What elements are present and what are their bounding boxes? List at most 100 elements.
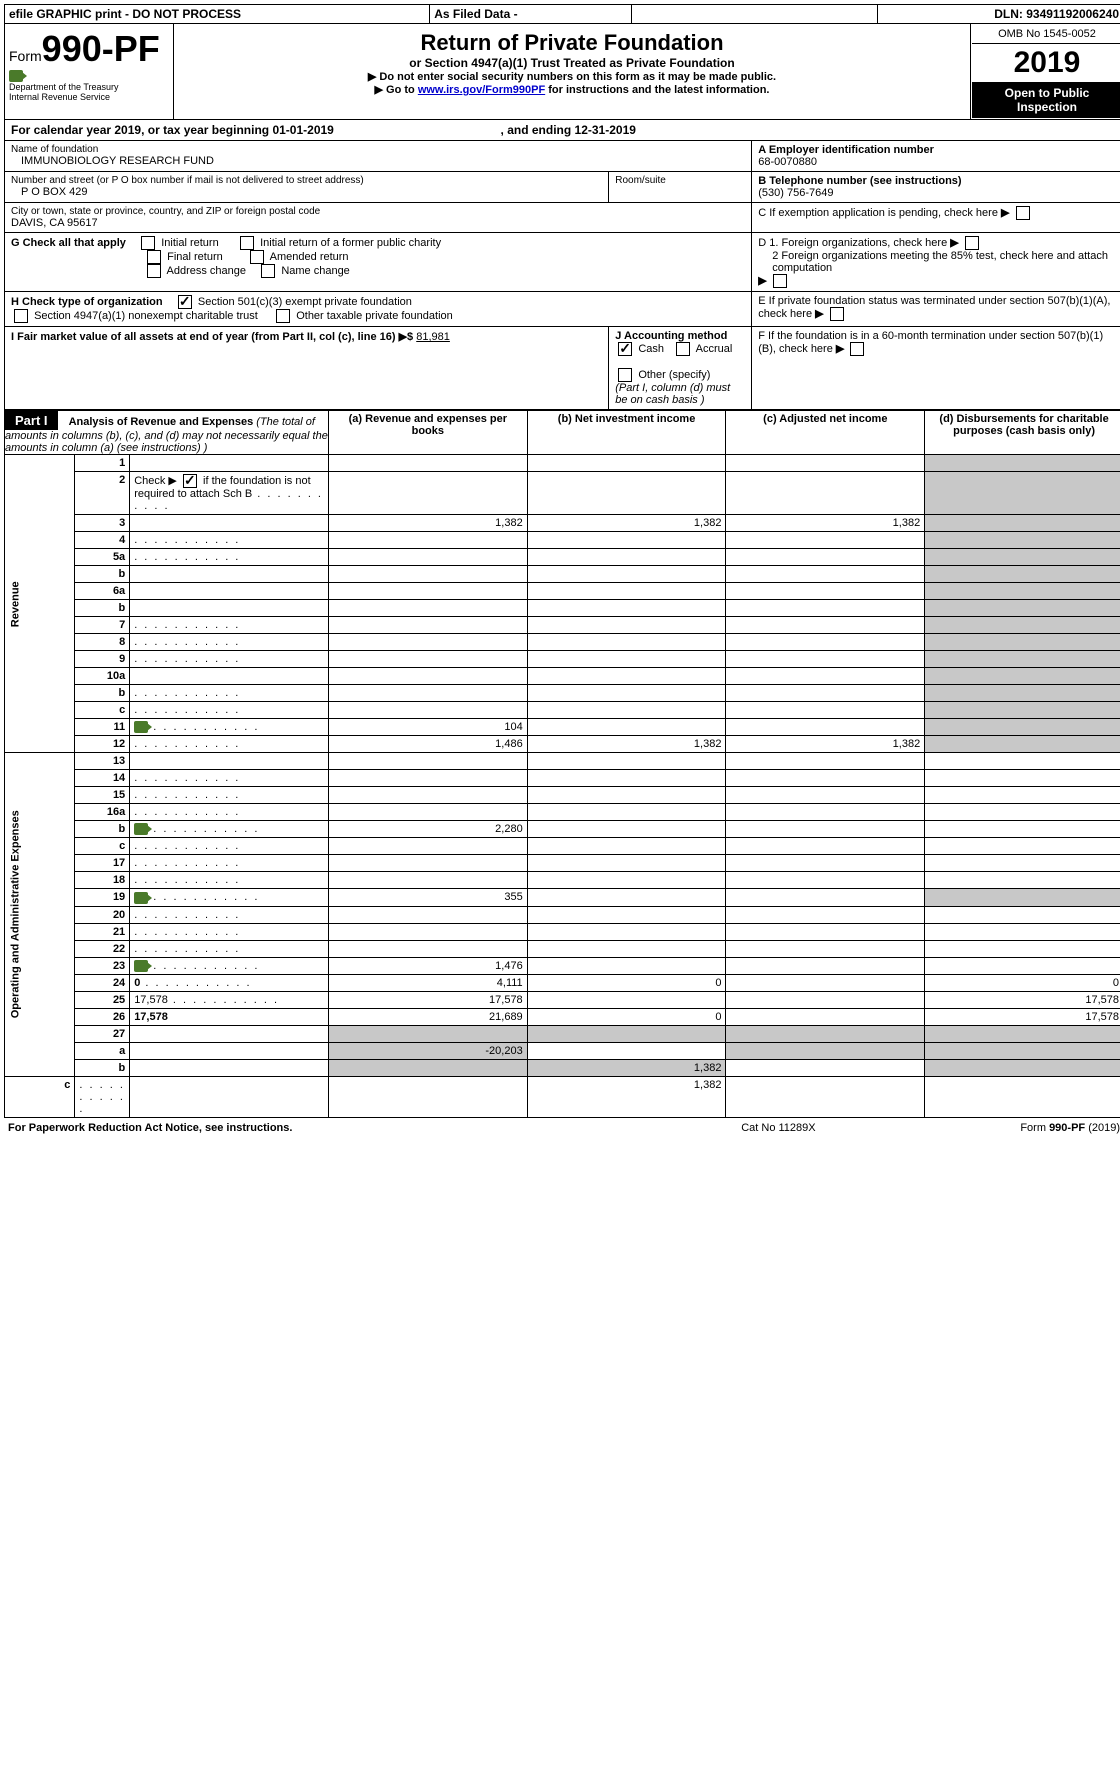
table-row: 9 xyxy=(5,651,1120,668)
schedule-icon[interactable] xyxy=(134,721,148,733)
value-col-c: 1,382 xyxy=(527,1076,726,1117)
value-col-c xyxy=(726,838,925,855)
d2-checkbox[interactable] xyxy=(773,274,787,288)
j-cash-checkbox[interactable] xyxy=(618,342,632,356)
line-description xyxy=(130,889,329,906)
table-row: c1,382 xyxy=(5,1076,1120,1117)
right-box: OMB No 1545-0052 2019 Open to Public Ins… xyxy=(971,24,1120,120)
g-amended-checkbox[interactable] xyxy=(250,250,264,264)
value-col-a xyxy=(328,940,527,957)
g-initial-checkbox[interactable] xyxy=(141,236,155,250)
line-number: 16a xyxy=(75,804,130,821)
value-col-b xyxy=(527,600,726,617)
c-checkbox[interactable] xyxy=(1016,206,1030,220)
value-col-b xyxy=(527,923,726,940)
value-col-b xyxy=(527,617,726,634)
line-description: 0 xyxy=(130,974,329,991)
arrow-icon: ▶ xyxy=(836,343,848,355)
value-col-c xyxy=(726,821,925,838)
d1-checkbox[interactable] xyxy=(965,236,979,250)
value-col-d xyxy=(925,736,1120,753)
schedule-icon[interactable] xyxy=(134,823,148,835)
schedule-icon[interactable] xyxy=(134,960,148,972)
value-col-d: 17,578 xyxy=(925,991,1120,1008)
line-number: 18 xyxy=(75,872,130,889)
value-col-d xyxy=(925,1025,1120,1042)
line-description xyxy=(130,736,329,753)
value-col-c xyxy=(726,872,925,889)
footer-right-pre: Form xyxy=(1020,1122,1049,1134)
value-col-a xyxy=(328,532,527,549)
line-description xyxy=(130,583,329,600)
schedule-icon[interactable] xyxy=(134,892,148,904)
line-number: 4 xyxy=(75,532,130,549)
value-col-d xyxy=(925,957,1120,974)
line-description xyxy=(75,1076,130,1117)
title-box: Return of Private Foundation or Section … xyxy=(174,24,971,120)
table-row: c xyxy=(5,838,1120,855)
h-other-checkbox[interactable] xyxy=(276,309,290,323)
table-row: 15 xyxy=(5,787,1120,804)
table-row: 4 xyxy=(5,532,1120,549)
j-accrual-checkbox[interactable] xyxy=(676,342,690,356)
irs-link[interactable]: www.irs.gov/Form990PF xyxy=(418,84,545,96)
value-col-d xyxy=(925,515,1120,532)
g-name-checkbox[interactable] xyxy=(261,264,275,278)
value-col-d xyxy=(925,634,1120,651)
value-col-a: -20,203 xyxy=(328,1042,527,1059)
value-col-c xyxy=(726,923,925,940)
e-checkbox[interactable] xyxy=(830,307,844,321)
value-col-c: 1,382 xyxy=(726,736,925,753)
dept-treasury: Department of the Treasury xyxy=(9,82,169,92)
line-number: 5a xyxy=(75,549,130,566)
line-description xyxy=(130,855,329,872)
footer-right-post: (2019) xyxy=(1085,1122,1120,1134)
line-number: b xyxy=(75,566,130,583)
value-col-c xyxy=(726,532,925,549)
line-number: 27 xyxy=(75,1025,130,1042)
line-description xyxy=(130,668,329,685)
h-501c3-checkbox[interactable] xyxy=(178,295,192,309)
line-number: 19 xyxy=(75,889,130,906)
value-col-d xyxy=(925,872,1120,889)
table-row: b xyxy=(5,566,1120,583)
table-row: b 2,280 xyxy=(5,821,1120,838)
value-col-b xyxy=(527,532,726,549)
value-col-c xyxy=(726,753,925,770)
a-ein-value: 68-0070880 xyxy=(758,156,817,168)
dln-label: DLN: xyxy=(994,7,1023,21)
g-final-checkbox[interactable] xyxy=(147,250,161,264)
i-value: 81,981 xyxy=(416,331,450,343)
line-number: 20 xyxy=(75,906,130,923)
f-checkbox[interactable] xyxy=(850,342,864,356)
g-initial-former-checkbox[interactable] xyxy=(240,236,254,250)
line-number: 23 xyxy=(75,957,130,974)
value-col-a xyxy=(328,1025,527,1042)
value-col-b xyxy=(527,651,726,668)
line-description xyxy=(130,455,329,472)
city-value: DAVIS, CA 95617 xyxy=(11,217,745,229)
j-other: Other (specify) xyxy=(638,369,710,381)
line-number: 25 xyxy=(75,991,130,1008)
g-opt-0: Initial return xyxy=(161,237,218,249)
h-4947-checkbox[interactable] xyxy=(14,309,28,323)
table-row: 19 355 xyxy=(5,889,1120,906)
schb-checkbox[interactable] xyxy=(183,474,197,488)
value-col-c xyxy=(726,889,925,906)
line-number: b xyxy=(75,1059,130,1076)
g-opt-2: Final return xyxy=(167,251,223,263)
revenue-section-label: Revenue xyxy=(5,455,75,753)
line-description xyxy=(130,804,329,821)
a-ein-label: A Employer identification number xyxy=(758,144,934,156)
j-other-checkbox[interactable] xyxy=(618,368,632,382)
value-col-b: 1,382 xyxy=(527,1059,726,1076)
f-label: F If the foundation is in a 60-month ter… xyxy=(758,330,1103,355)
g-address-checkbox[interactable] xyxy=(147,264,161,278)
j-accrual: Accrual xyxy=(696,343,733,355)
table-row: 17 xyxy=(5,855,1120,872)
value-col-a: 2,280 xyxy=(328,821,527,838)
value-col-c xyxy=(726,634,925,651)
h-opt-3: Other taxable private foundation xyxy=(296,310,453,322)
table-row: 20 xyxy=(5,906,1120,923)
omb-number: OMB No 1545-0052 xyxy=(972,25,1120,44)
